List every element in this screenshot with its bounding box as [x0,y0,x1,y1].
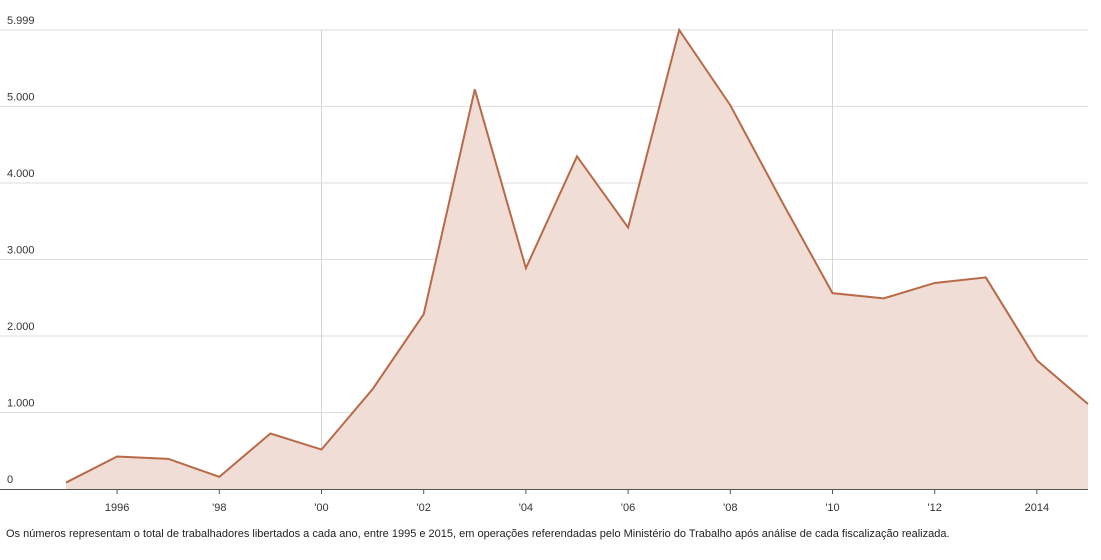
chart-caption: Os números representam o total de trabal… [6,528,950,540]
y-tick-label: 2.000 [7,321,35,333]
x-tick-labels: 1996 '98 '00 '02 '04 '06 '08 '10 '12 2014 [105,502,1049,514]
area-chart: 5.999 5.000 4.000 3.000 2.000 1.000 0 1996 '98 '… [0,15,1089,514]
y-tick-label: 5.000 [7,91,35,103]
x-tick-label: '10 [825,502,839,514]
area-fill [66,30,1088,489]
x-axis [0,489,1088,494]
y-tick-label: 4.000 [7,168,35,180]
x-tick-label: 2014 [1025,502,1049,514]
x-tick-label: '98 [212,502,226,514]
y-tick-label: 5.999 [7,15,35,27]
series-area [65,27,1089,489]
y-tick-label: 1.000 [7,397,35,409]
x-tick-label: '12 [928,502,942,514]
x-tick-label: 1996 [105,502,129,514]
y-tick-label: 3.000 [7,244,35,256]
x-tick-label: '00 [314,502,328,514]
y-tick-label: 0 [7,474,13,486]
x-tick-label: '02 [417,502,431,514]
x-tick-label: '04 [519,502,533,514]
x-tick-label: '06 [621,502,635,514]
x-tick-label: '08 [723,502,737,514]
y-tick-labels: 5.999 5.000 4.000 3.000 2.000 1.000 0 [7,15,35,486]
